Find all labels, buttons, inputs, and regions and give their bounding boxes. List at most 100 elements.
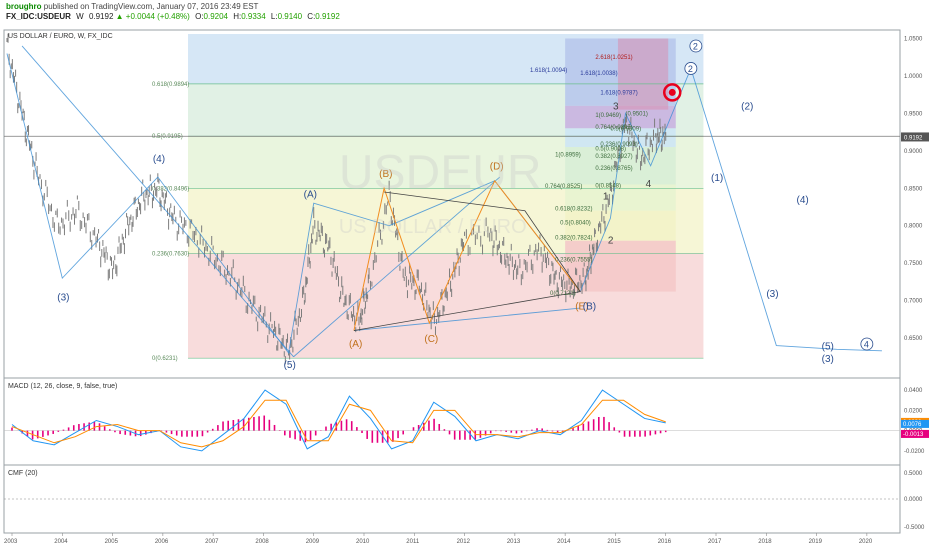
cmf-pane-title: CMF (20): [8, 470, 38, 477]
open-key: O:: [195, 12, 204, 21]
inner-fib-label: 0.5(0.9008): [595, 147, 626, 153]
wave-label: (5): [284, 360, 296, 371]
y-tick-label: 1.0000: [904, 74, 923, 80]
price-change: ▲ +0.0044 (+0.48%): [115, 12, 190, 21]
wave-label: 3: [613, 102, 619, 113]
extension-zone: [617, 38, 669, 110]
wave-line: [21, 45, 294, 358]
wave-label: (C): [424, 334, 438, 345]
high-key: H:: [233, 12, 242, 21]
inner-fib-label: 1(0.9469): [595, 113, 621, 119]
low-value: 0.9140: [277, 12, 303, 21]
circled-wave-marker: [860, 337, 874, 351]
wave-line: [353, 307, 581, 332]
x-tick-label: 2011: [406, 539, 420, 545]
inner-fib-label: 1.618(1.0094): [530, 68, 567, 74]
wave-label: (B): [583, 302, 596, 313]
wave-label: (A): [304, 189, 317, 200]
circled-wave-label: 2: [688, 64, 693, 74]
wave-label: (3): [766, 289, 778, 300]
circled-wave-label: 2: [693, 41, 698, 51]
y-tick-label: 1.0500: [904, 36, 923, 42]
wave-label: (3): [822, 354, 834, 365]
y-tick-label: 0.6500: [904, 336, 923, 342]
fib-level-label: 0.5(0.9195): [152, 134, 183, 140]
watermark-name: US DOLLAR / EURO: [339, 216, 527, 238]
wave-label: (1): [711, 173, 723, 184]
last-price-tag-label: 0.9192: [904, 135, 923, 141]
wave-label: (3): [57, 293, 69, 304]
interval-label: W: [76, 12, 84, 21]
x-tick-label: 2013: [507, 539, 521, 545]
y-tick-label: 0.9000: [904, 149, 923, 155]
circled-wave-marker: [684, 62, 698, 75]
x-tick-label: 2014: [557, 539, 571, 545]
y-tick-label: 0.7000: [904, 299, 923, 305]
x-tick-label: 2006: [155, 539, 169, 545]
wave-label: 4: [646, 179, 652, 190]
x-tick-label: 2015: [607, 539, 621, 545]
fib-level-label: 0.618(0.9894): [152, 82, 189, 88]
macd-y-tick-label: -0.0200: [904, 449, 925, 455]
inner-fib-label: 0.764(0.9295): [595, 125, 632, 131]
inner-fib-label: 0.236(0.7555): [555, 257, 592, 263]
inner-fib-label: 0.5(0.8040): [560, 221, 591, 227]
y-tick-label: 0.8500: [904, 186, 923, 192]
watermark-symbol: USDEUR: [339, 146, 542, 199]
inner-fib-label: 0.382(0.8927): [595, 154, 632, 160]
fib-level-label: 0.382(0.8496): [152, 187, 189, 193]
x-tick-label: 2010: [356, 539, 370, 545]
x-tick-label: 2019: [809, 539, 823, 545]
x-tick-label: 2008: [255, 539, 269, 545]
circled-wave-label: 4: [864, 340, 869, 350]
x-tick-label: 2020: [859, 539, 873, 545]
main-pane-title: US DOLLAR / EURO, W, FX_IDC: [8, 33, 113, 40]
x-tick-label: 2003: [4, 539, 18, 545]
y-tick-label: 0.9500: [904, 111, 923, 117]
target-outer-icon: [663, 83, 682, 102]
x-tick-label: 2017: [708, 539, 722, 545]
x-tick-label: 2005: [105, 539, 119, 545]
wave-label: (5): [822, 341, 834, 352]
inner-fib-label: 0.236(0.8765): [595, 166, 632, 172]
inner-fib-label: 0.764(0.8525): [545, 184, 582, 190]
wave-label: (2): [741, 102, 753, 113]
x-tick-label: 2009: [306, 539, 320, 545]
symbol-name[interactable]: FX_IDC:USDEUR: [6, 12, 71, 21]
header-bar: broughro published on TradingView.com, J…: [0, 0, 932, 24]
high-value: 0.9334: [241, 12, 266, 21]
wave-label: (E): [575, 302, 588, 313]
y-tick-label: 0.7500: [904, 261, 923, 267]
last-price: 0.9192: [88, 12, 114, 21]
x-tick-label: 2016: [658, 539, 672, 545]
wave-label: 2: [608, 236, 614, 247]
ohlc-line: FX_IDC:USDEUR W 0.9192 ▲ +0.0044 (+0.48%…: [6, 12, 340, 21]
orange-wave-line: [353, 179, 581, 331]
inner-fib-label: 0.5(0.9309): [610, 126, 641, 132]
inner-fib-zone: [565, 105, 676, 129]
cmf-y-tick-label: -0.5000: [904, 525, 925, 531]
inner-fib-label: 1.618(1.0038): [580, 71, 617, 77]
publish-info: published on TradingView.com, January 07…: [43, 2, 259, 11]
inner-fib-label: 1(0.8959): [555, 153, 581, 159]
macd-value-tag: [901, 429, 929, 438]
macd-value-tag: [901, 419, 929, 428]
macd-series-line: [11, 389, 666, 452]
fib-level-label: 0(0.6231): [152, 356, 178, 362]
fib-level-label: 0.236(0.7630): [152, 251, 189, 257]
author-name[interactable]: broughro: [6, 2, 42, 11]
macd-pane-title: MACD (12, 26, close, 9, false, true): [8, 383, 117, 390]
wave-label: (4): [796, 195, 808, 206]
target-inner-icon: [668, 88, 676, 96]
inner-fib-label: 2.618(1.0251): [595, 55, 632, 61]
low-key: L:: [270, 12, 278, 21]
close-value: 0.9192: [315, 12, 340, 21]
macd-y-tick-label: 0.0400: [904, 388, 923, 394]
inner-fib-label: 0.236(0.9093): [600, 142, 637, 148]
cmf-y-tick-label: 0.0000: [904, 497, 923, 503]
macd-y-tick-label: 0.0200: [904, 408, 923, 414]
inner-fib-zone: [565, 210, 676, 241]
cmf-y-tick-label: 0.5000: [904, 471, 923, 477]
x-tick-label: 2004: [54, 539, 68, 545]
